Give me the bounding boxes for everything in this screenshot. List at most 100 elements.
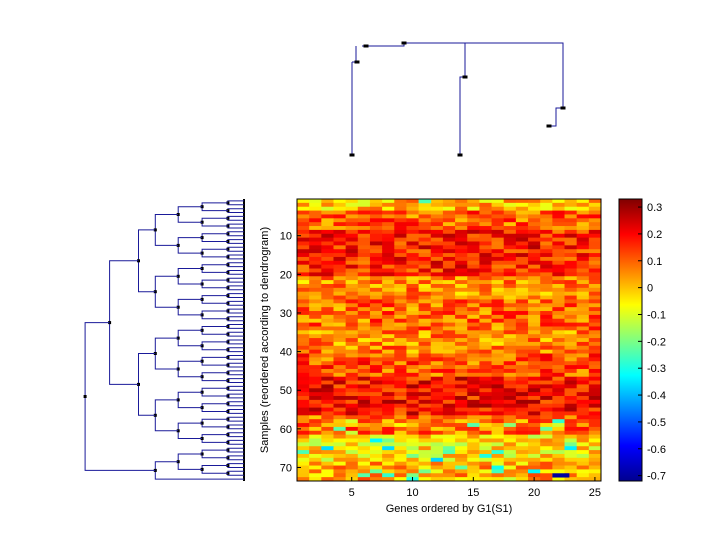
heatmap-cell (297, 283, 310, 289)
heatmap-cell (369, 256, 383, 262)
heatmap-cell (491, 249, 505, 254)
heatmap-cell (491, 399, 505, 405)
heatmap-cell (515, 388, 529, 393)
heatmap-cell (394, 457, 407, 463)
heatmap-cell (552, 218, 565, 223)
heatmap-cell (552, 419, 565, 424)
heatmap-cell (345, 249, 359, 254)
heatmap-cell (430, 283, 444, 289)
heatmap-cell (406, 253, 419, 258)
heatmap-cell (515, 303, 529, 308)
heatmap-cell (345, 450, 359, 455)
heatmap-cell (297, 199, 310, 204)
colorbar-tick-label: 0 (647, 283, 653, 295)
heatmap-cell (406, 318, 419, 324)
heatmap-cell (357, 438, 371, 443)
heatmap-cell (406, 256, 419, 262)
heatmap-cell (528, 361, 541, 366)
heatmap-cell (430, 396, 444, 401)
heatmap-cell (552, 303, 565, 308)
heatmap-cell (491, 322, 505, 327)
heatmap-cell (321, 334, 334, 339)
heatmap-cell (309, 473, 322, 478)
heatmap-cell (357, 399, 371, 405)
heatmap-cell (515, 229, 529, 235)
heatmap-cell (564, 245, 578, 250)
heatmap-cell (382, 361, 395, 366)
heatmap-cell (394, 287, 407, 293)
heatmap-cell (333, 226, 347, 231)
heatmap-cell (418, 210, 432, 215)
heatmap-cell (333, 341, 347, 347)
left-dendrogram-node (200, 313, 204, 317)
heatmap-cell (309, 426, 322, 432)
heatmap-cell (369, 322, 383, 327)
heatmap-cell (382, 450, 395, 455)
heatmap-cell (382, 249, 395, 254)
heatmap-cell (345, 361, 359, 366)
heatmap-cell (418, 376, 432, 381)
heatmap-cell (576, 353, 590, 358)
heatmap-cell (588, 396, 602, 401)
heatmap-cell (333, 264, 347, 269)
heatmap-cell (406, 214, 419, 219)
heatmap-cell (382, 295, 395, 300)
colorbar-tick-label: -0.4 (647, 390, 666, 402)
heatmap-cell (442, 407, 456, 412)
heatmap-cell (394, 361, 407, 366)
heatmap-cell (418, 272, 432, 277)
heatmap-cell (333, 388, 347, 393)
heatmap-cell (406, 457, 419, 463)
heatmap-cell (455, 206, 468, 211)
heatmap-cell (309, 430, 322, 436)
heatmap-cell (394, 442, 407, 447)
heatmap-cell (321, 222, 334, 227)
heatmap-cell (357, 396, 371, 401)
heatmap-cell (333, 256, 347, 262)
heatmap-cell (333, 446, 347, 451)
heatmap-cell (369, 299, 383, 304)
heatmap-cell (455, 334, 468, 339)
heatmap-cell (576, 376, 590, 381)
heatmap-cell (418, 226, 432, 231)
heatmap-cell (357, 434, 371, 439)
heatmap-cell (430, 353, 444, 358)
heatmap-cell (357, 419, 371, 424)
heatmap-cell (309, 314, 322, 320)
heatmap-cell (394, 399, 407, 405)
heatmap-cell (345, 465, 359, 470)
heatmap-cell (515, 199, 529, 204)
heatmap-cell (297, 442, 310, 447)
heatmap-cell (588, 442, 602, 447)
heatmap-cell (430, 372, 444, 378)
heatmap-cell (576, 229, 590, 235)
heatmap-cell (297, 226, 310, 231)
heatmap-cell (369, 314, 383, 320)
left-dendrogram-node (226, 209, 230, 213)
left-dendrogram-node (176, 305, 180, 309)
heatmap-cell (515, 396, 529, 401)
heatmap-cell (564, 264, 578, 269)
heatmap-cell (369, 376, 383, 381)
left-dendrogram-link (227, 308, 244, 314)
heatmap-cell (309, 380, 322, 385)
heatmap-cell (321, 345, 334, 351)
heatmap-cell (576, 210, 590, 215)
heatmap-cell (333, 229, 347, 235)
heatmap-cell (467, 303, 480, 308)
heatmap-cell (406, 403, 419, 408)
heatmap-cell (455, 423, 468, 428)
heatmap-cell (564, 210, 578, 215)
heatmap-cell (552, 365, 565, 370)
heatmap-cell (576, 334, 590, 339)
heatmap-cell (345, 260, 359, 266)
heatmap-cell (430, 465, 444, 470)
heatmap-cell (297, 419, 310, 424)
heatmap-cell (576, 206, 590, 211)
heatmap-cell (479, 365, 492, 370)
heatmap-cell (333, 218, 347, 223)
heatmap-cell (394, 396, 407, 401)
left-dendrogram-node (226, 386, 230, 390)
heatmap-cell (503, 287, 517, 293)
heatmap-cell (564, 415, 578, 420)
